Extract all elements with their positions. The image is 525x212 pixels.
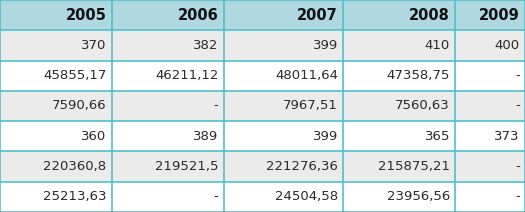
Bar [112,91,224,121]
Text: 25213,63: 25213,63 [43,190,107,203]
Bar [112,30,224,61]
Bar [224,61,343,91]
Text: -: - [515,190,520,203]
Bar [455,61,525,91]
Text: 2009: 2009 [479,8,520,23]
Text: 2008: 2008 [409,8,450,23]
Bar [0,151,112,182]
Bar [224,0,343,30]
Bar [0,182,112,212]
Bar [455,151,525,182]
Text: 389: 389 [193,130,218,143]
Text: 2006: 2006 [177,8,218,23]
Bar [112,0,224,30]
Text: 221276,36: 221276,36 [266,160,338,173]
Text: 46211,12: 46211,12 [155,69,218,82]
Text: 399: 399 [313,130,338,143]
Bar [0,91,112,121]
Bar [343,151,455,182]
Bar [343,91,455,121]
Bar [0,30,112,61]
Bar [224,91,343,121]
Bar [224,121,343,151]
Text: 7967,51: 7967,51 [283,99,338,113]
Text: -: - [214,99,218,113]
Bar [224,30,343,61]
Bar [343,121,455,151]
Text: -: - [515,160,520,173]
Text: 220360,8: 220360,8 [44,160,107,173]
Bar [0,61,112,91]
Bar [112,151,224,182]
Bar [343,0,455,30]
Text: 382: 382 [193,39,218,52]
Text: 45855,17: 45855,17 [43,69,107,82]
Text: 2005: 2005 [66,8,107,23]
Bar [455,182,525,212]
Text: 410: 410 [425,39,450,52]
Text: 373: 373 [494,130,520,143]
Text: -: - [515,99,520,113]
Text: 399: 399 [313,39,338,52]
Text: -: - [515,69,520,82]
Bar [0,0,112,30]
Text: 47358,75: 47358,75 [386,69,450,82]
Text: 360: 360 [81,130,107,143]
Text: 24504,58: 24504,58 [275,190,338,203]
Text: 7590,66: 7590,66 [52,99,107,113]
Text: 219521,5: 219521,5 [155,160,218,173]
Bar [455,0,525,30]
Text: 23956,56: 23956,56 [387,190,450,203]
Text: 215875,21: 215875,21 [378,160,450,173]
Text: 7560,63: 7560,63 [395,99,450,113]
Text: 365: 365 [425,130,450,143]
Bar [455,91,525,121]
Text: 370: 370 [81,39,107,52]
Bar [112,182,224,212]
Bar [343,61,455,91]
Text: 400: 400 [495,39,520,52]
Text: -: - [214,190,218,203]
Bar [455,121,525,151]
Bar [0,121,112,151]
Bar [455,30,525,61]
Text: 48011,64: 48011,64 [275,69,338,82]
Bar [224,151,343,182]
Bar [343,182,455,212]
Text: 2007: 2007 [297,8,338,23]
Bar [224,182,343,212]
Bar [112,121,224,151]
Bar [112,61,224,91]
Bar [343,30,455,61]
